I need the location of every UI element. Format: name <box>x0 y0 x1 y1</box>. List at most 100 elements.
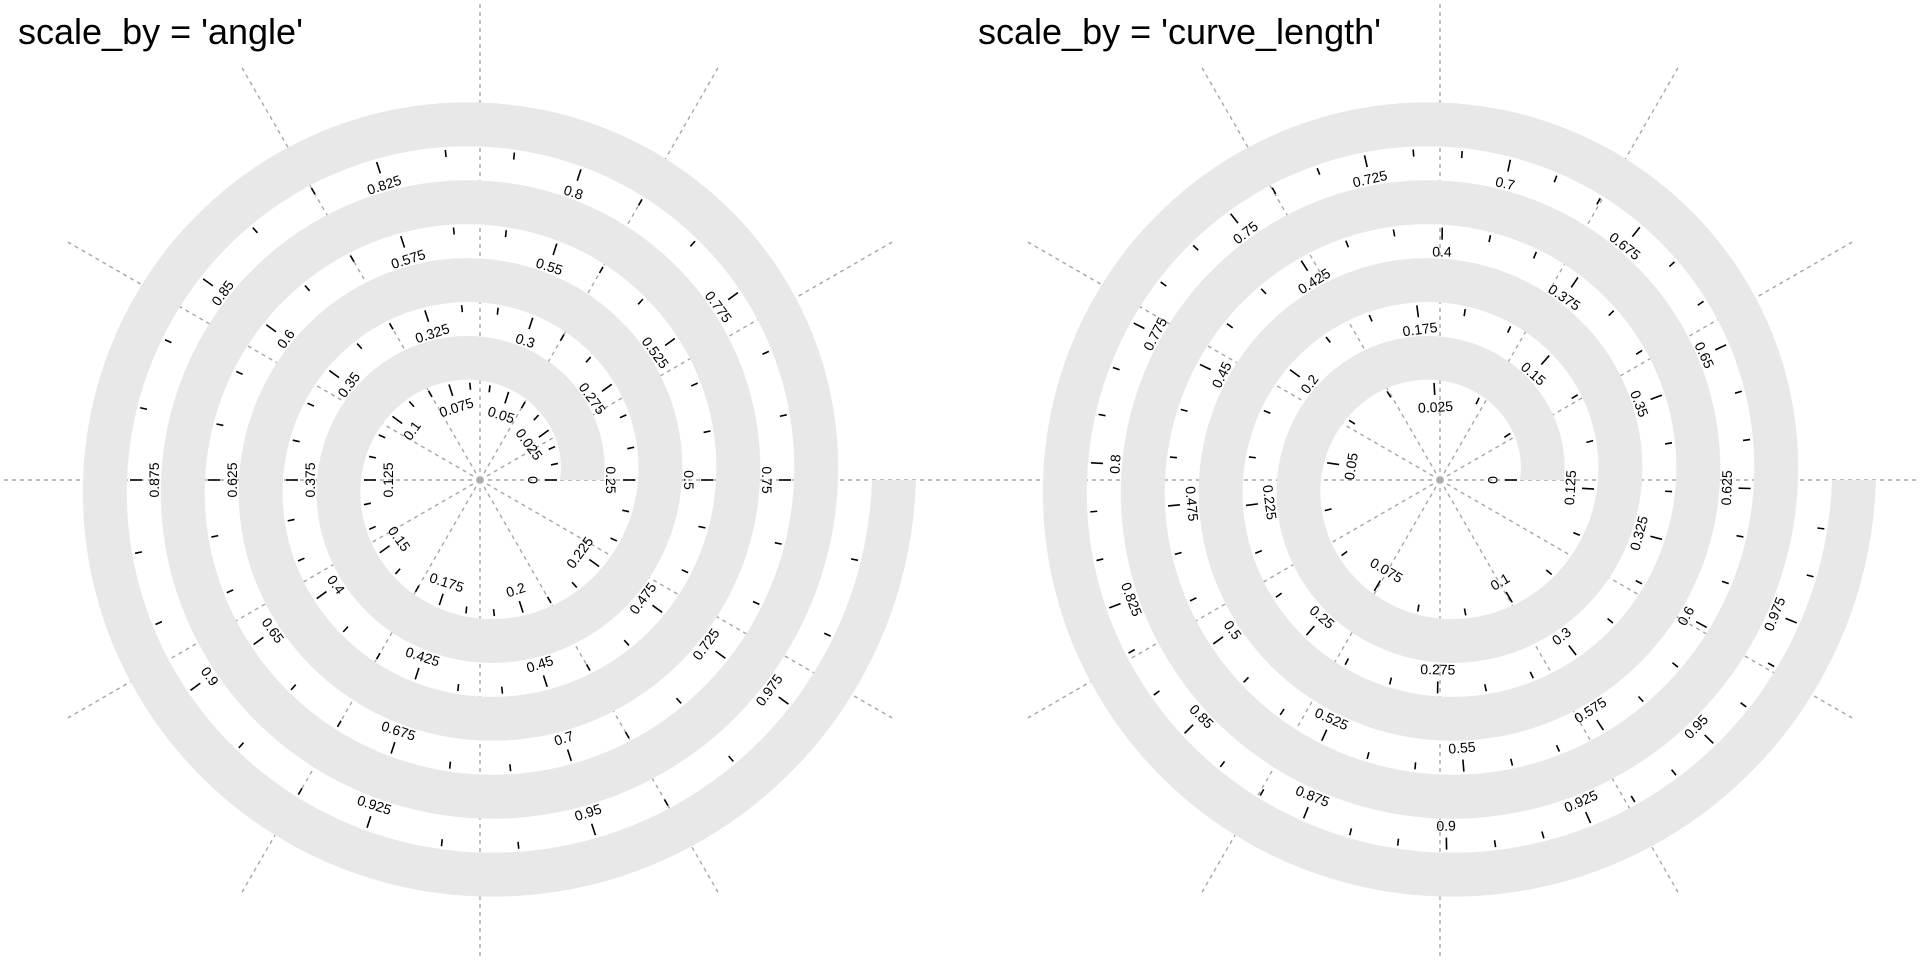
minor-tick <box>585 664 591 671</box>
axis-tick-label: 0.125 <box>380 462 396 497</box>
major-tick <box>566 749 573 762</box>
axis-tick-label: 0.3 <box>514 330 538 351</box>
minor-tick <box>1555 744 1561 752</box>
minor-tick <box>226 589 234 594</box>
minor-tick <box>1392 229 1396 237</box>
minor-tick <box>681 569 689 574</box>
minor-tick <box>1254 549 1263 554</box>
major-tick <box>1650 535 1663 541</box>
minor-tick <box>559 334 565 341</box>
minor-tick <box>1671 662 1679 668</box>
major-tick <box>1505 591 1513 603</box>
major-tick <box>1245 503 1259 507</box>
major-tick <box>727 291 739 301</box>
minor-tick <box>509 764 512 772</box>
major-tick <box>424 310 430 322</box>
minor-tick <box>703 430 711 434</box>
minor-tick <box>690 382 698 387</box>
minor-tick <box>287 518 295 522</box>
minor-tick <box>675 697 682 704</box>
major-tick <box>265 324 277 333</box>
major-tick <box>1540 355 1550 366</box>
major-tick <box>1327 461 1340 466</box>
axis-tick-label: 0.55 <box>1448 739 1477 757</box>
minor-tick <box>1259 788 1265 796</box>
major-tick <box>1109 602 1121 609</box>
minor-tick <box>752 600 760 606</box>
minor-tick <box>394 568 401 575</box>
minor-tick <box>637 298 644 305</box>
minor-tick <box>624 731 630 739</box>
major-tick <box>379 545 391 554</box>
major-tick <box>328 369 340 379</box>
axis-tick-label: 0.175 <box>428 569 466 595</box>
major-tick <box>576 169 582 182</box>
major-tick <box>1695 620 1708 629</box>
panel-title: scale_by = 'angle' <box>18 11 303 52</box>
minor-tick <box>164 339 172 344</box>
major-tick <box>414 667 420 680</box>
major-tick <box>664 337 676 347</box>
minor-tick <box>1596 197 1601 205</box>
minor-tick <box>610 537 618 542</box>
minor-tick <box>216 423 224 427</box>
minor-tick <box>1463 309 1467 317</box>
major-tick <box>1363 155 1368 168</box>
axis-tick-label: 0.875 <box>146 462 162 497</box>
major-tick <box>400 235 406 248</box>
major-tick <box>375 161 382 174</box>
minor-tick <box>290 684 297 691</box>
major-tick <box>1785 617 1798 624</box>
panel-title: scale_by = 'curve_length' <box>978 11 1381 52</box>
minor-tick <box>1493 840 1497 848</box>
minor-tick <box>779 414 787 418</box>
minor-tick <box>1541 831 1545 839</box>
minor-tick <box>1096 558 1104 562</box>
minor-tick <box>134 551 143 555</box>
axis-tick-label: 0.9 <box>1436 817 1456 833</box>
minor-tick <box>1416 604 1420 612</box>
minor-tick <box>307 402 315 407</box>
minor-tick <box>1128 648 1136 654</box>
axis-tick-label: 0.1 <box>1488 570 1513 594</box>
minor-tick <box>1637 695 1644 703</box>
major-tick <box>253 636 264 646</box>
minor-tick <box>728 755 734 762</box>
axis-tick-label: 0.7 <box>1494 173 1517 193</box>
minor-tick <box>465 606 468 614</box>
minor-tick <box>1483 684 1488 692</box>
minor-tick <box>520 401 526 409</box>
axis-tick-label: 0 <box>1485 476 1501 484</box>
minor-tick <box>663 799 669 807</box>
minor-tick <box>375 652 381 660</box>
minor-tick <box>1348 419 1356 425</box>
major-tick <box>1568 645 1577 656</box>
axis-tick-label: 0.275 <box>1420 661 1455 677</box>
axis-tick-label: 0.375 <box>302 462 318 497</box>
minor-tick <box>1248 456 1256 459</box>
axis-tick-label: 0.05 <box>486 403 517 427</box>
minor-tick <box>1509 758 1514 766</box>
minor-tick <box>336 720 342 728</box>
major-tick <box>715 650 726 659</box>
minor-tick <box>1697 300 1704 306</box>
minor-tick <box>1742 438 1751 442</box>
axis-tick-label: 0.8 <box>1107 454 1124 474</box>
minor-tick <box>342 626 349 633</box>
axis-tick-label: 0.7 <box>552 727 576 748</box>
minor-tick <box>252 227 259 234</box>
minor-tick <box>457 683 460 692</box>
minor-tick <box>1098 413 1106 417</box>
major-tick <box>390 741 396 754</box>
minor-tick <box>1607 617 1614 624</box>
minor-tick <box>598 266 604 274</box>
minor-tick <box>297 557 305 562</box>
minor-tick <box>211 534 219 538</box>
axis-tick-label: 0.025 <box>1418 398 1454 416</box>
guide-spoke <box>1439 63 1681 481</box>
minor-tick <box>368 455 377 459</box>
spiral-band <box>1042 102 1876 897</box>
guide-spoke <box>63 239 481 481</box>
minor-tick <box>1325 336 1331 344</box>
